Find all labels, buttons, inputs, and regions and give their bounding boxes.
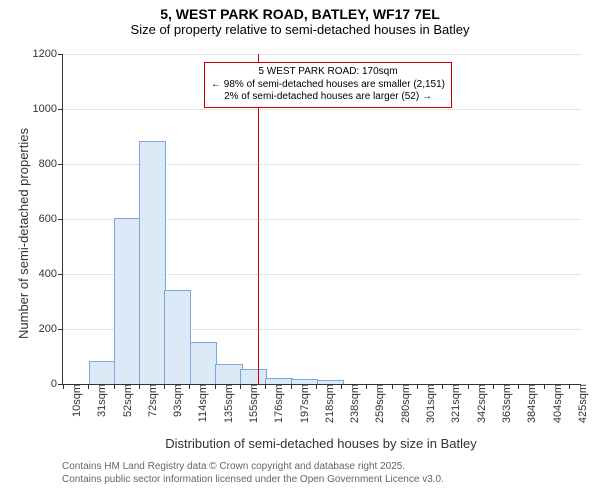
ytick-label: 1200 <box>33 48 63 60</box>
xtick-mark <box>468 384 469 389</box>
xtick-mark <box>518 384 519 389</box>
xtick-label: 404sqm <box>548 384 564 423</box>
annotation-box: 5 WEST PARK ROAD: 170sqm← 98% of semi-de… <box>204 62 452 108</box>
xtick-mark <box>139 384 140 389</box>
xtick-label: 10sqm <box>67 384 83 417</box>
xtick-label: 31sqm <box>92 384 108 417</box>
xtick-mark <box>88 384 89 389</box>
ytick-label: 600 <box>39 213 63 225</box>
histogram-bar <box>190 342 217 384</box>
xtick-label: 280sqm <box>396 384 412 423</box>
xtick-mark <box>417 384 418 389</box>
histogram-bar <box>240 369 267 384</box>
y-axis-label: Number of semi-detached properties <box>16 128 31 339</box>
ytick-label: 200 <box>39 323 63 335</box>
footer-attribution: Contains HM Land Registry data © Crown c… <box>62 460 444 486</box>
xtick-mark <box>544 384 545 389</box>
xtick-label: 259sqm <box>370 384 386 423</box>
xtick-label: 363sqm <box>497 384 513 423</box>
xtick-mark <box>291 384 292 389</box>
xtick-label: 342sqm <box>472 384 488 423</box>
annotation-line: 5 WEST PARK ROAD: 170sqm <box>211 66 445 79</box>
xtick-label: 114sqm <box>193 384 209 422</box>
ytick-label: 400 <box>39 268 63 280</box>
histogram-bar <box>139 141 166 384</box>
xtick-mark <box>366 384 367 389</box>
xtick-mark <box>215 384 216 389</box>
histogram-bar <box>215 364 242 384</box>
histogram-bar <box>164 290 191 385</box>
xtick-mark <box>493 384 494 389</box>
histogram-bar <box>114 218 141 384</box>
xtick-mark <box>569 384 570 389</box>
xtick-mark <box>442 384 443 389</box>
chart-title: 5, WEST PARK ROAD, BATLEY, WF17 7EL <box>0 0 600 22</box>
xtick-mark <box>63 384 64 389</box>
xtick-label: 425sqm <box>573 384 589 423</box>
xtick-label: 93sqm <box>168 384 184 417</box>
xtick-mark <box>189 384 190 389</box>
gridline <box>63 54 581 55</box>
xtick-label: 135sqm <box>219 384 235 423</box>
footer-line-1: Contains HM Land Registry data © Crown c… <box>62 460 444 473</box>
xtick-mark <box>341 384 342 389</box>
xtick-mark <box>240 384 241 389</box>
x-axis-label: Distribution of semi-detached houses by … <box>62 436 580 451</box>
xtick-label: 52sqm <box>118 384 134 417</box>
chart-container: 5, WEST PARK ROAD, BATLEY, WF17 7EL Size… <box>0 0 600 500</box>
xtick-label: 384sqm <box>522 384 538 423</box>
annotation-line: ← 98% of semi-detached houses are smalle… <box>211 79 445 92</box>
xtick-label: 176sqm <box>269 384 285 423</box>
xtick-label: 155sqm <box>244 384 260 423</box>
xtick-mark <box>164 384 165 389</box>
xtick-label: 301sqm <box>421 384 437 423</box>
histogram-bar <box>89 361 116 384</box>
chart-subtitle: Size of property relative to semi-detach… <box>0 22 600 37</box>
ytick-label: 0 <box>51 378 63 390</box>
xtick-label: 72sqm <box>143 384 159 417</box>
xtick-mark <box>392 384 393 389</box>
xtick-mark <box>265 384 266 389</box>
annotation-line: 2% of semi-detached houses are larger (5… <box>211 91 445 104</box>
xtick-label: 321sqm <box>446 384 462 423</box>
xtick-label: 218sqm <box>320 384 336 423</box>
plot-area: 02004006008001000120010sqm31sqm52sqm72sq… <box>62 54 581 385</box>
xtick-mark <box>316 384 317 389</box>
xtick-label: 238sqm <box>345 384 361 423</box>
footer-line-2: Contains public sector information licen… <box>62 473 444 486</box>
xtick-mark <box>114 384 115 389</box>
ytick-label: 1000 <box>33 103 63 115</box>
ytick-label: 800 <box>39 158 63 170</box>
xtick-label: 197sqm <box>295 384 311 423</box>
gridline <box>63 109 581 110</box>
